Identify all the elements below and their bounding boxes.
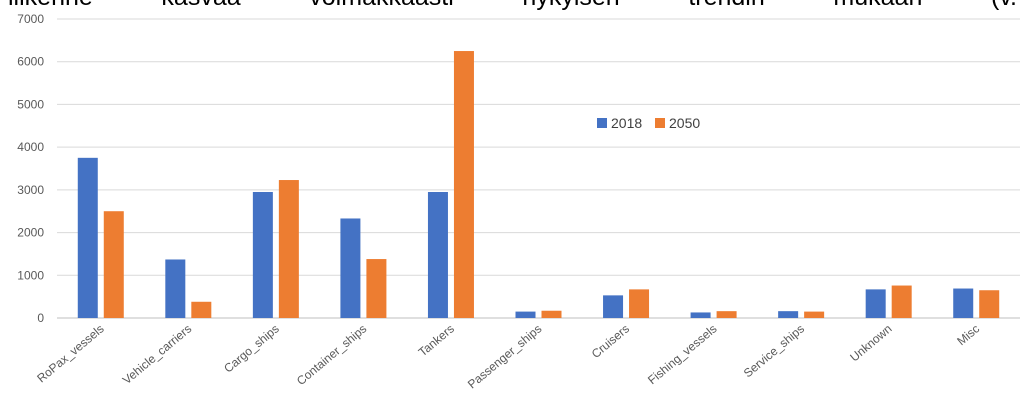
bar-2018-Vehicle_carriers bbox=[165, 259, 186, 318]
heading-word: kasvaa bbox=[161, 0, 240, 12]
cut-off-heading: liikenne kasvaa voimakkaasti nykyisen tr… bbox=[0, 0, 1025, 13]
heading-word: nykyisen bbox=[522, 0, 619, 12]
y-tick-label: 7000 bbox=[17, 12, 44, 26]
x-category-label: Tankers bbox=[416, 322, 457, 360]
heading-word: trendin bbox=[688, 0, 764, 12]
heading-word: liikenne bbox=[8, 0, 93, 12]
bar-2050-Container_ships bbox=[366, 259, 387, 318]
x-category-label: Fishing_vessels bbox=[645, 322, 719, 388]
bar-2018-Cruisers bbox=[603, 295, 624, 318]
y-axis-ticks: 0 1000 2000 3000 4000 5000 6000 7000 bbox=[17, 12, 44, 325]
bar-2018-Container_ships bbox=[340, 218, 361, 318]
x-category-label: Unknown bbox=[847, 322, 894, 365]
gridlines bbox=[57, 18, 1020, 319]
bar-2018-Fishing_vessels bbox=[690, 312, 711, 318]
y-tick-label: 0 bbox=[37, 311, 44, 325]
bar-2018-Passenger_ships bbox=[515, 311, 536, 318]
x-axis-labels: RoPax_vessels Vehicle_carriers Cargo_ships… bbox=[34, 322, 982, 392]
bar-2018-Tankers bbox=[427, 191, 448, 318]
y-tick-label: 2000 bbox=[17, 226, 44, 240]
bar-2050-Unknown bbox=[891, 285, 912, 318]
bar-2050-Tankers bbox=[453, 51, 474, 319]
x-category-label: Passenger_ships bbox=[465, 322, 545, 392]
bar-2018-RoPax_vessels bbox=[77, 157, 98, 318]
y-tick-label: 1000 bbox=[17, 268, 44, 282]
legend: 2018 2050 bbox=[597, 115, 700, 131]
y-tick-label: 3000 bbox=[17, 183, 44, 197]
x-category-label: Misc bbox=[954, 322, 982, 349]
legend-swatch bbox=[597, 118, 607, 128]
bar-2018-Unknown bbox=[865, 289, 886, 318]
bar-2050-Misc bbox=[979, 290, 1000, 318]
x-category-label: Container_ships bbox=[294, 322, 369, 388]
heading-word: mukaan bbox=[833, 0, 922, 12]
bar-2050-Passenger_ships bbox=[541, 310, 562, 318]
y-tick-label: 5000 bbox=[17, 97, 44, 111]
bar-2050-Vehicle_carriers bbox=[191, 301, 212, 318]
bar-2018-Service_ships bbox=[778, 311, 799, 318]
bar-2050-RoPax_vessels bbox=[103, 211, 124, 318]
x-category-label: Service_ships bbox=[741, 322, 807, 381]
y-tick-label: 4000 bbox=[17, 140, 44, 154]
bar-2050-Cruisers bbox=[629, 289, 650, 318]
x-category-label: Cruisers bbox=[589, 322, 632, 361]
legend-label: 2018 bbox=[611, 115, 642, 131]
heading-word: (v. bbox=[991, 0, 1017, 12]
x-category-label: Cargo_ships bbox=[221, 322, 282, 376]
y-tick-label: 6000 bbox=[17, 55, 44, 69]
bar-2018-Misc bbox=[953, 288, 974, 318]
bars bbox=[77, 51, 1000, 319]
legend-label: 2050 bbox=[669, 115, 700, 131]
bar-2050-Cargo_ships bbox=[278, 180, 299, 318]
x-category-label: Vehicle_carriers bbox=[120, 322, 194, 388]
x-category-label: RoPax_vessels bbox=[34, 322, 106, 386]
bar-2018-Cargo_ships bbox=[252, 191, 273, 318]
legend-swatch bbox=[655, 118, 665, 128]
bar-2050-Service_ships bbox=[804, 311, 825, 318]
heading-word: voimakkaasti bbox=[309, 0, 454, 12]
bar-2050-Fishing_vessels bbox=[716, 311, 737, 318]
